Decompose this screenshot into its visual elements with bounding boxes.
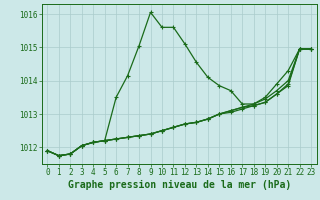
X-axis label: Graphe pression niveau de la mer (hPa): Graphe pression niveau de la mer (hPa) xyxy=(68,180,291,190)
